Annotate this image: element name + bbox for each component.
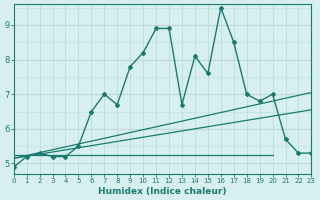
- X-axis label: Humidex (Indice chaleur): Humidex (Indice chaleur): [98, 187, 227, 196]
